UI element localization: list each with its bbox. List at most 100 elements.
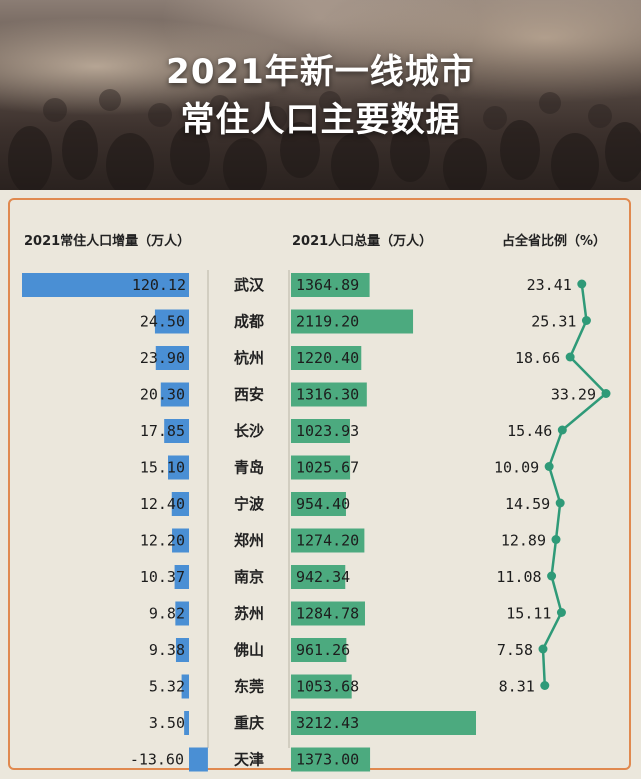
share-label-0: 23.41 bbox=[527, 276, 572, 294]
increase-bar-1 bbox=[154, 309, 189, 334]
share-point-2 bbox=[565, 352, 575, 362]
share-label-1: 25.31 bbox=[531, 313, 576, 331]
share-label-11: 8.31 bbox=[499, 678, 535, 696]
total-label-6: 954.40 bbox=[296, 495, 350, 513]
share-point-1 bbox=[581, 316, 591, 325]
total-bar-5 bbox=[291, 455, 351, 480]
total-bar-10 bbox=[291, 638, 347, 662]
share-label-5: 10.09 bbox=[494, 459, 539, 477]
share-point-3 bbox=[601, 389, 611, 398]
increase-bar-13 bbox=[189, 747, 208, 772]
total-label-12: 3212.43 bbox=[296, 714, 359, 732]
increase-label-6: 12.40 bbox=[140, 495, 185, 513]
increase-bar-12 bbox=[184, 711, 189, 735]
increase-label-4: 17.85 bbox=[140, 422, 185, 440]
total-bar-0 bbox=[291, 273, 370, 297]
city-label-5: 青岛 bbox=[234, 459, 264, 477]
city-label-12: 重庆 bbox=[234, 714, 264, 732]
increase-bar-4 bbox=[164, 419, 189, 443]
increase-label-11: 5.32 bbox=[149, 678, 185, 696]
city-label-9: 苏州 bbox=[234, 605, 264, 623]
increase-label-13: -13.60 bbox=[130, 751, 184, 769]
increase-bar-3 bbox=[160, 382, 189, 407]
increase-bar-7 bbox=[172, 528, 189, 553]
total-label-8: 942.34 bbox=[296, 568, 350, 586]
share-label-6: 14.59 bbox=[505, 495, 550, 513]
total-bar-1 bbox=[291, 309, 414, 334]
share-label-8: 11.08 bbox=[496, 568, 541, 586]
total-label-10: 961.26 bbox=[296, 641, 350, 659]
total-label-4: 1023.93 bbox=[296, 422, 359, 440]
column-header-share: 占全省比例（%） bbox=[502, 234, 607, 249]
increase-bar-6 bbox=[171, 492, 189, 516]
city-label-1: 成都 bbox=[234, 313, 264, 331]
increase-label-10: 9.38 bbox=[149, 641, 185, 659]
share-point-4 bbox=[557, 425, 567, 435]
city-label-10: 佛山 bbox=[233, 641, 264, 659]
column-header-increase: 2021常住人口增量（万人） bbox=[24, 234, 191, 249]
share-point-8 bbox=[547, 571, 557, 581]
increase-label-12: 3.50 bbox=[149, 714, 185, 732]
total-label-3: 1316.30 bbox=[296, 386, 359, 404]
city-label-4: 长沙 bbox=[234, 422, 264, 440]
total-label-11: 1053.68 bbox=[296, 678, 359, 696]
increase-label-2: 23.90 bbox=[140, 349, 185, 367]
total-bar-11 bbox=[291, 674, 352, 699]
city-label-2: 杭州 bbox=[234, 349, 264, 367]
total-label-1: 2119.20 bbox=[296, 313, 359, 331]
city-label-13: 天津 bbox=[234, 751, 264, 769]
increase-bar-11 bbox=[181, 674, 189, 699]
share-label-9: 15.11 bbox=[506, 605, 551, 623]
total-label-13: 1373.00 bbox=[296, 751, 359, 769]
share-label-7: 12.89 bbox=[501, 532, 546, 550]
increase-label-7: 12.20 bbox=[140, 532, 185, 550]
increase-bar-5 bbox=[168, 455, 189, 480]
total-bar-7 bbox=[291, 528, 365, 553]
share-point-9 bbox=[556, 608, 566, 617]
share-line bbox=[541, 283, 608, 686]
city-label-11: 东莞 bbox=[234, 678, 264, 696]
city-label-8: 南京 bbox=[234, 568, 264, 586]
crowd-background bbox=[8, 89, 641, 190]
total-bar-4 bbox=[291, 419, 350, 443]
total-bar-3 bbox=[291, 382, 367, 407]
increase-label-3: 20.30 bbox=[140, 386, 185, 404]
city-label-6: 宁波 bbox=[234, 495, 265, 513]
share-point-6 bbox=[555, 498, 565, 508]
total-bar-2 bbox=[291, 346, 362, 370]
city-label-0: 武汉 bbox=[234, 276, 265, 294]
share-point-11 bbox=[540, 681, 550, 690]
increase-bar-8 bbox=[174, 565, 189, 589]
share-point-7 bbox=[551, 535, 561, 544]
share-label-3: 33.29 bbox=[551, 386, 596, 404]
increase-label-8: 10.37 bbox=[140, 568, 185, 586]
header-banner: 2021年新一线城市 常住人口主要数据 bbox=[0, 0, 641, 190]
city-label-7: 郑州 bbox=[234, 532, 264, 550]
city-label-3: 西安 bbox=[234, 386, 264, 404]
chart-title-line2: 常住人口主要数据 bbox=[180, 100, 461, 140]
increase-bar-2 bbox=[155, 346, 189, 370]
share-point-0 bbox=[577, 279, 587, 289]
increase-label-0: 120.12 bbox=[132, 276, 186, 294]
increase-label-9: 9.82 bbox=[149, 605, 185, 623]
share-point-10 bbox=[538, 644, 548, 654]
total-bar-9 bbox=[291, 601, 365, 626]
share-label-2: 18.66 bbox=[515, 349, 560, 367]
increase-label-5: 15.10 bbox=[140, 459, 185, 477]
share-point-5 bbox=[544, 462, 554, 471]
share-label-4: 15.46 bbox=[507, 422, 552, 440]
total-bar-8 bbox=[291, 565, 346, 589]
increase-bar-10 bbox=[175, 638, 189, 662]
share-label-10: 7.58 bbox=[497, 641, 533, 659]
increase-bar-0 bbox=[22, 273, 189, 297]
total-label-5: 1025.67 bbox=[296, 459, 359, 477]
total-bar-12 bbox=[291, 711, 476, 735]
total-bar-13 bbox=[291, 747, 371, 772]
column-header-total: 2021人口总量（万人） bbox=[292, 234, 433, 249]
total-label-9: 1284.78 bbox=[296, 605, 359, 623]
total-label-2: 1220.40 bbox=[296, 349, 359, 367]
increase-label-1: 24.50 bbox=[140, 313, 185, 331]
increase-bar-9 bbox=[175, 601, 189, 626]
chart-title-line1: 2021年新一线城市 bbox=[166, 52, 475, 92]
total-label-7: 1274.20 bbox=[296, 532, 359, 550]
